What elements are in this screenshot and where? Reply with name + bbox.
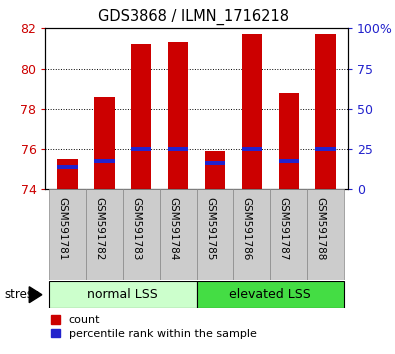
Bar <box>168 147 188 151</box>
Text: elevated LSS: elevated LSS <box>229 288 311 301</box>
Bar <box>86 189 123 280</box>
Bar <box>160 189 197 280</box>
Legend: count, percentile rank within the sample: count, percentile rank within the sample <box>51 315 257 339</box>
Bar <box>233 189 270 280</box>
Bar <box>315 147 336 151</box>
Text: GSM591786: GSM591786 <box>242 196 252 260</box>
Bar <box>94 97 115 189</box>
Bar <box>168 42 188 189</box>
Text: GSM591785: GSM591785 <box>205 196 215 260</box>
Bar <box>131 147 151 151</box>
Text: GSM591782: GSM591782 <box>94 196 104 260</box>
Text: GSM591788: GSM591788 <box>316 196 325 260</box>
Text: GSM591787: GSM591787 <box>278 196 289 260</box>
Text: GSM591784: GSM591784 <box>168 196 178 260</box>
Bar <box>205 161 225 165</box>
Bar <box>57 165 78 169</box>
Bar <box>205 151 225 189</box>
Bar <box>307 189 344 280</box>
Bar <box>270 189 307 280</box>
Text: GDS3868 / ILMN_1716218: GDS3868 / ILMN_1716218 <box>98 9 289 25</box>
Polygon shape <box>29 287 42 303</box>
Bar <box>94 159 115 163</box>
Bar <box>197 281 344 308</box>
Bar <box>278 93 299 189</box>
Text: GSM591781: GSM591781 <box>58 196 68 260</box>
Bar <box>123 189 160 280</box>
Text: stress: stress <box>4 288 39 301</box>
Bar <box>197 189 233 280</box>
Bar <box>49 189 86 280</box>
Bar <box>242 34 262 189</box>
Bar <box>131 45 151 189</box>
Bar <box>278 159 299 163</box>
Bar <box>57 159 78 189</box>
Text: normal LSS: normal LSS <box>87 288 158 301</box>
Bar <box>242 147 262 151</box>
Text: GSM591783: GSM591783 <box>131 196 141 260</box>
Bar <box>315 34 336 189</box>
Bar <box>49 281 197 308</box>
